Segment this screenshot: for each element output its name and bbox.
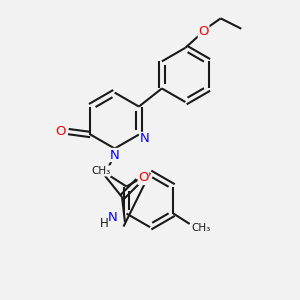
Text: N: N [108,211,118,224]
Text: H: H [99,217,108,230]
Text: CH₃: CH₃ [91,166,110,176]
Text: O: O [138,172,149,184]
Text: O: O [56,125,66,138]
Text: N: N [110,148,119,161]
Text: O: O [198,25,209,38]
Text: CH₃: CH₃ [192,223,211,233]
Text: N: N [140,133,150,146]
